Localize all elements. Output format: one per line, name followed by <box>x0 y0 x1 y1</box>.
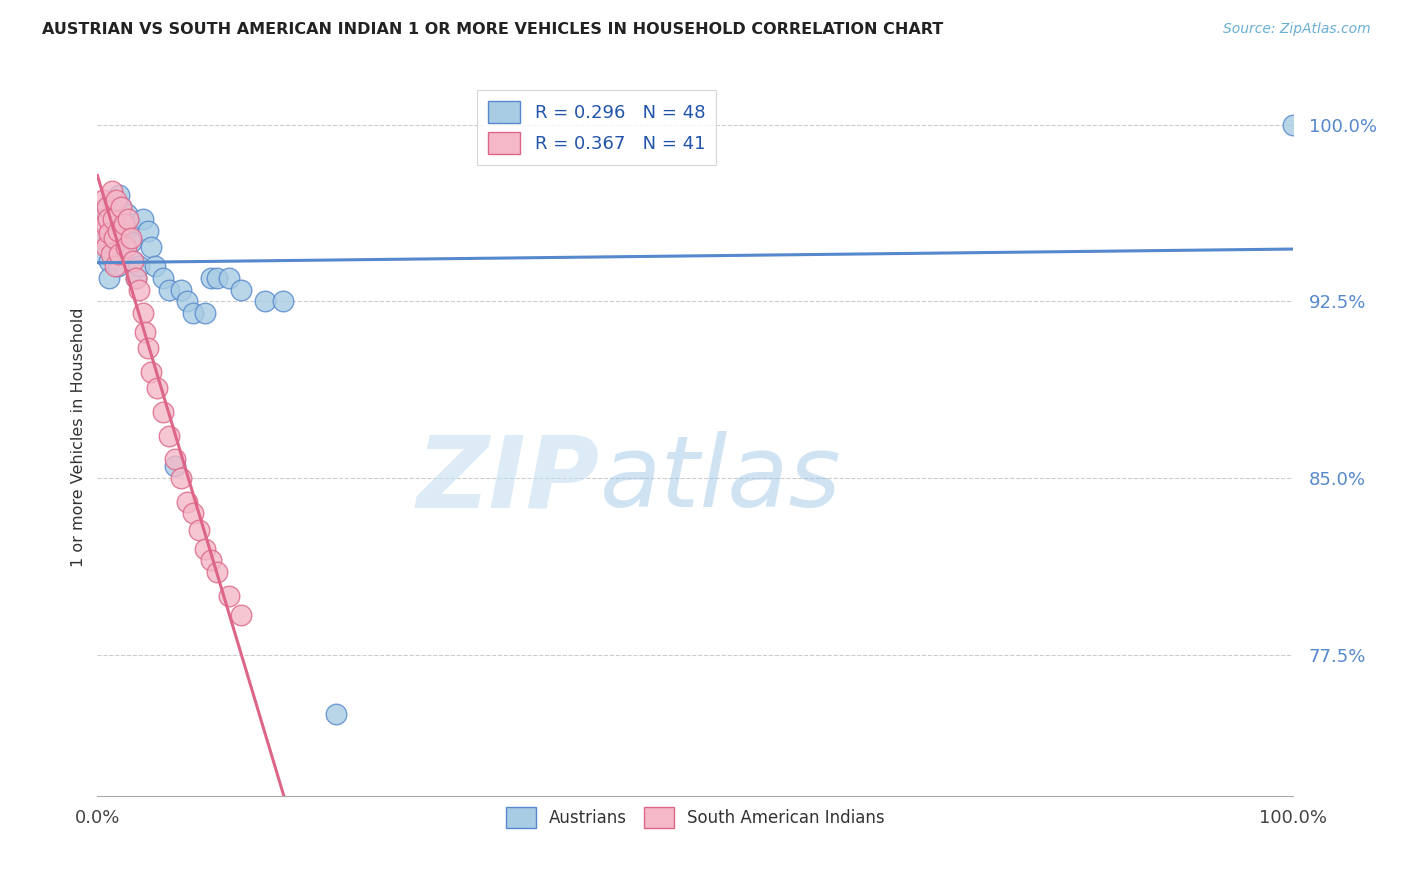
Point <box>146 381 169 395</box>
Point <box>136 342 159 356</box>
Point <box>108 188 131 202</box>
Point <box>194 306 217 320</box>
Point <box>104 200 127 214</box>
Point <box>124 270 146 285</box>
Point <box>115 207 138 221</box>
Legend: Austrians, South American Indians: Austrians, South American Indians <box>499 801 891 835</box>
Point <box>194 541 217 556</box>
Point <box>100 184 122 198</box>
Point <box>103 211 125 226</box>
Point <box>229 283 252 297</box>
Point <box>141 240 163 254</box>
Point <box>134 325 156 339</box>
Point <box>120 235 142 250</box>
Point <box>112 217 135 231</box>
Point <box>181 306 204 320</box>
Point <box>200 553 222 567</box>
Point <box>98 270 121 285</box>
Point <box>124 270 146 285</box>
Point <box>96 200 118 214</box>
Y-axis label: 1 or more Vehicles in Household: 1 or more Vehicles in Household <box>72 307 86 566</box>
Point <box>110 200 132 214</box>
Point <box>181 506 204 520</box>
Point <box>141 365 163 379</box>
Text: Source: ZipAtlas.com: Source: ZipAtlas.com <box>1223 22 1371 37</box>
Point <box>176 294 198 309</box>
Point <box>205 270 228 285</box>
Point <box>176 494 198 508</box>
Point <box>111 217 134 231</box>
Point <box>91 193 114 207</box>
Point <box>100 217 122 231</box>
Point <box>152 270 174 285</box>
Point <box>1282 118 1305 132</box>
Point <box>118 217 141 231</box>
Point <box>120 230 142 244</box>
Point <box>112 240 135 254</box>
Point <box>91 247 114 261</box>
Point <box>165 459 187 474</box>
Point <box>94 240 117 254</box>
Text: AUSTRIAN VS SOUTH AMERICAN INDIAN 1 OR MORE VEHICLES IN HOUSEHOLD CORRELATION CH: AUSTRIAN VS SOUTH AMERICAN INDIAN 1 OR M… <box>42 22 943 37</box>
Point <box>157 283 180 297</box>
Point <box>108 235 131 250</box>
Point <box>117 211 139 226</box>
Point <box>122 254 145 268</box>
Point <box>128 283 150 297</box>
Point <box>108 247 131 261</box>
Point <box>132 211 155 226</box>
Point <box>229 607 252 622</box>
Point <box>101 211 124 226</box>
Point <box>128 259 150 273</box>
Point <box>98 235 121 250</box>
Point <box>108 211 131 226</box>
Point <box>143 259 166 273</box>
Point <box>105 235 128 250</box>
Point <box>91 230 114 244</box>
Point <box>122 254 145 268</box>
Point <box>105 193 128 207</box>
Point <box>100 247 122 261</box>
Point <box>98 226 121 240</box>
Point <box>188 523 211 537</box>
Point <box>98 254 121 268</box>
Point <box>157 428 180 442</box>
Point <box>110 200 132 214</box>
Point <box>115 240 138 254</box>
Point <box>107 259 129 273</box>
Point <box>325 706 347 721</box>
Text: atlas: atlas <box>599 432 841 528</box>
Point <box>170 471 193 485</box>
Text: ZIP: ZIP <box>416 432 599 528</box>
Point <box>96 200 118 214</box>
Point <box>97 211 120 226</box>
Point <box>107 224 129 238</box>
Point <box>91 224 114 238</box>
Point <box>271 294 294 309</box>
Point <box>100 193 122 207</box>
Point <box>104 259 127 273</box>
Point <box>132 306 155 320</box>
Point <box>90 211 112 226</box>
Point <box>103 230 125 244</box>
Point <box>93 217 115 231</box>
Point <box>200 270 222 285</box>
Point <box>114 224 136 238</box>
Point <box>101 230 124 244</box>
Point <box>218 270 240 285</box>
Point <box>205 566 228 580</box>
Point <box>165 452 187 467</box>
Point <box>136 224 159 238</box>
Point <box>218 589 240 603</box>
Point <box>152 405 174 419</box>
Point <box>94 211 117 226</box>
Point <box>253 294 276 309</box>
Point <box>104 224 127 238</box>
Point <box>97 217 120 231</box>
Point <box>170 283 193 297</box>
